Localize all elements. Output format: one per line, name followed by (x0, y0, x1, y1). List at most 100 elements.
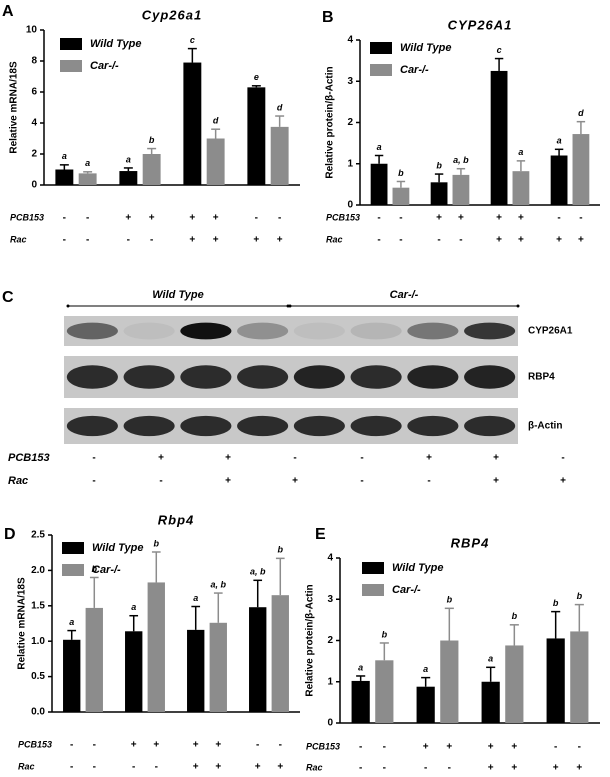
significance-letter: b (149, 135, 155, 145)
blot-band (66, 415, 118, 437)
significance-letter: b (398, 168, 404, 178)
blot-band (123, 415, 175, 437)
treatment-sign: - (70, 762, 73, 773)
error-bar (211, 128, 221, 139)
treatment-sign: - (377, 235, 380, 246)
y-tick-label: 2 (347, 117, 353, 128)
significance-letter: a (193, 593, 198, 603)
group-label: Wild Type (152, 289, 203, 301)
bar (271, 595, 289, 712)
significance-letter: d (213, 116, 219, 126)
treatment-sign: - (383, 742, 386, 753)
treatment-sign: + (292, 476, 298, 487)
legend-swatch (60, 38, 82, 50)
legend-label: Wild Type (400, 42, 451, 54)
error-bar (275, 115, 285, 127)
blot-band (464, 322, 516, 340)
error-bar (494, 57, 504, 71)
blot-band (350, 322, 402, 340)
blot-band (237, 415, 289, 437)
treatment-sign: + (213, 235, 219, 246)
treatment-sign: + (193, 762, 199, 773)
y-tick-label: 1 (347, 158, 353, 169)
significance-letter: a (518, 147, 523, 157)
treatment-sign: + (488, 763, 494, 774)
legend-label: Wild Type (392, 562, 443, 574)
treatment-sign: - (92, 453, 95, 464)
significance-letter: b (512, 611, 518, 621)
bar (512, 171, 530, 205)
treatment-sign: - (424, 763, 427, 774)
treatment-sign: + (576, 763, 582, 774)
error-bar (379, 642, 389, 661)
treatment-sign: + (189, 235, 195, 246)
bar (370, 163, 388, 205)
significance-letter: b (278, 545, 284, 555)
error-bar (123, 167, 133, 172)
y-axis-label: Relative mRNA/18S (9, 61, 20, 154)
error-bar (83, 171, 93, 174)
treatment-label: PCB153 (8, 452, 50, 464)
error-bar (554, 148, 564, 156)
y-tick-label: 1 (327, 676, 333, 687)
treatment-sign: + (253, 235, 259, 246)
treatment-sign: + (215, 762, 221, 773)
error-bar (456, 167, 466, 175)
y-tick-label: 0 (347, 200, 353, 211)
blot-band (293, 322, 345, 340)
treatment-sign: - (359, 742, 362, 753)
treatment-sign: + (125, 213, 131, 224)
treatment-sign: - (279, 740, 282, 751)
chart-title: Rbp4 (158, 512, 195, 527)
treatment-sign: + (426, 453, 432, 464)
bar (351, 680, 370, 723)
treatment-sign: + (578, 235, 584, 246)
treatment-sign: - (86, 213, 89, 224)
treatment-label: Rac (18, 761, 35, 771)
significance-letter: b (447, 595, 453, 605)
treatment-sign: - (359, 763, 362, 774)
error-bar (253, 579, 263, 608)
treatment-sign: - (377, 213, 380, 224)
treatment-sign: - (256, 740, 259, 751)
treatment-sign: - (578, 742, 581, 753)
blot-strip (64, 316, 518, 346)
group-label: Car-/- (390, 289, 419, 301)
bar (183, 62, 202, 185)
blot-band (180, 415, 232, 437)
blot-band (407, 322, 459, 340)
blot-band (180, 322, 232, 340)
treatment-sign: + (255, 762, 261, 773)
bar (572, 134, 590, 205)
treatment-sign: - (448, 763, 451, 774)
treatment-sign: + (446, 742, 452, 753)
significance-letter: b (436, 160, 442, 170)
bar (375, 660, 394, 723)
y-tick-label: 0 (327, 718, 333, 729)
chart-title: RBP4 (451, 535, 490, 550)
treatment-sign: + (189, 213, 195, 224)
y-tick-label: 3 (327, 594, 333, 605)
blot-band (237, 365, 289, 389)
bar (452, 174, 470, 205)
legend-label: Wild Type (90, 38, 141, 50)
bar (546, 638, 565, 723)
treatment-sign: - (93, 740, 96, 751)
bracket-end (288, 304, 292, 308)
significance-letter: a (358, 662, 363, 672)
significance-letter: c (190, 35, 195, 45)
treatment-label: Rac (8, 475, 28, 487)
chart-title: CYP26A1 (448, 17, 513, 32)
bar (142, 154, 161, 185)
legend-label: Wild Type (92, 542, 143, 554)
significance-letter: a (423, 664, 428, 674)
legend-label: Car-/- (400, 64, 429, 76)
error-bar (574, 603, 584, 632)
bar (119, 171, 138, 185)
error-bar (551, 610, 561, 639)
significance-letter: a, b (250, 567, 266, 577)
treatment-sign: + (488, 742, 494, 753)
blot-band (293, 365, 345, 389)
error-bar (275, 557, 285, 596)
error-bar (213, 592, 223, 623)
